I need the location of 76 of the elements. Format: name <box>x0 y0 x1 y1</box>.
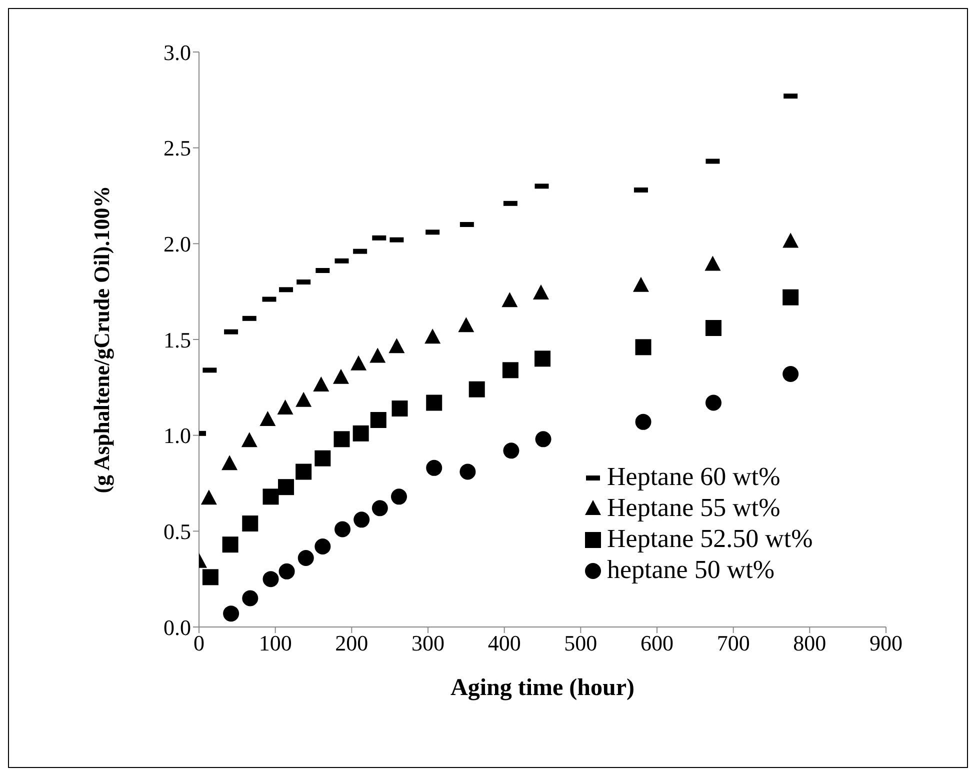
point <box>262 488 279 505</box>
point <box>223 606 240 622</box>
point <box>782 366 799 382</box>
point <box>277 400 294 414</box>
point <box>262 571 279 588</box>
y-tick-label: 1.5 <box>164 327 191 352</box>
x-tick-label: 900 <box>870 630 902 656</box>
x-axis-title: Aging time (hour) <box>450 675 634 701</box>
point <box>635 414 652 430</box>
point <box>314 538 331 554</box>
point <box>426 394 442 411</box>
point <box>502 292 518 308</box>
y-tick-label: 2.5 <box>164 136 191 161</box>
legend-label: Heptane 55 wt% <box>607 492 780 523</box>
point <box>242 590 258 606</box>
point <box>296 464 312 480</box>
x-tick-label: 0 <box>194 630 204 656</box>
point <box>532 284 549 300</box>
x-tick-label: 800 <box>793 630 826 656</box>
point <box>392 400 408 416</box>
y-tick-label: 2.0 <box>164 231 191 256</box>
point <box>334 521 351 538</box>
point <box>314 450 331 466</box>
point <box>370 348 386 363</box>
y-tick-label: 0.0 <box>164 614 191 640</box>
point <box>372 500 388 516</box>
point <box>332 368 349 384</box>
x-tick-label: 700 <box>716 630 750 656</box>
point <box>260 411 276 426</box>
point <box>350 355 367 370</box>
x-tick-label: 400 <box>488 630 521 656</box>
point <box>632 276 649 292</box>
point <box>352 425 369 442</box>
y-tick-label: 1.0 <box>164 423 191 448</box>
point <box>242 516 258 532</box>
point <box>202 569 218 586</box>
x-tick-label: 200 <box>335 630 368 656</box>
point <box>222 536 238 553</box>
point <box>782 232 799 248</box>
point <box>704 256 721 271</box>
point <box>426 460 442 476</box>
x-tick-label: 500 <box>564 630 598 656</box>
point <box>535 431 552 448</box>
x-tick-label: 600 <box>640 630 674 656</box>
point <box>388 338 405 354</box>
point <box>705 320 722 336</box>
point <box>468 381 485 398</box>
point <box>705 394 722 411</box>
point <box>354 512 370 528</box>
point <box>502 362 518 378</box>
y-axis-title: (g Asphaltene/gCrude Oil).100% <box>88 186 114 494</box>
legend-label: Heptane 52.50 wt% <box>607 523 813 554</box>
point <box>241 432 258 448</box>
y-tick-label: 0.5 <box>164 518 191 544</box>
point <box>460 464 476 480</box>
point <box>222 455 238 470</box>
point <box>503 442 520 459</box>
point <box>782 289 799 306</box>
point <box>313 376 330 392</box>
point <box>424 328 441 344</box>
x-tick-label: 300 <box>412 630 444 656</box>
y-tick-label: 3.0 <box>164 40 191 65</box>
x-tick-label: 100 <box>258 630 292 656</box>
legend-label: Heptane 60 wt% <box>607 461 780 492</box>
point <box>635 339 652 356</box>
point <box>298 550 314 566</box>
point <box>278 479 294 496</box>
point <box>370 412 386 428</box>
point <box>458 317 474 332</box>
point <box>390 488 407 505</box>
point <box>278 563 295 580</box>
point <box>296 392 312 407</box>
point <box>334 431 350 448</box>
legend-label: heptane 50 wt% <box>607 554 775 585</box>
point <box>534 350 550 367</box>
point <box>200 490 217 505</box>
